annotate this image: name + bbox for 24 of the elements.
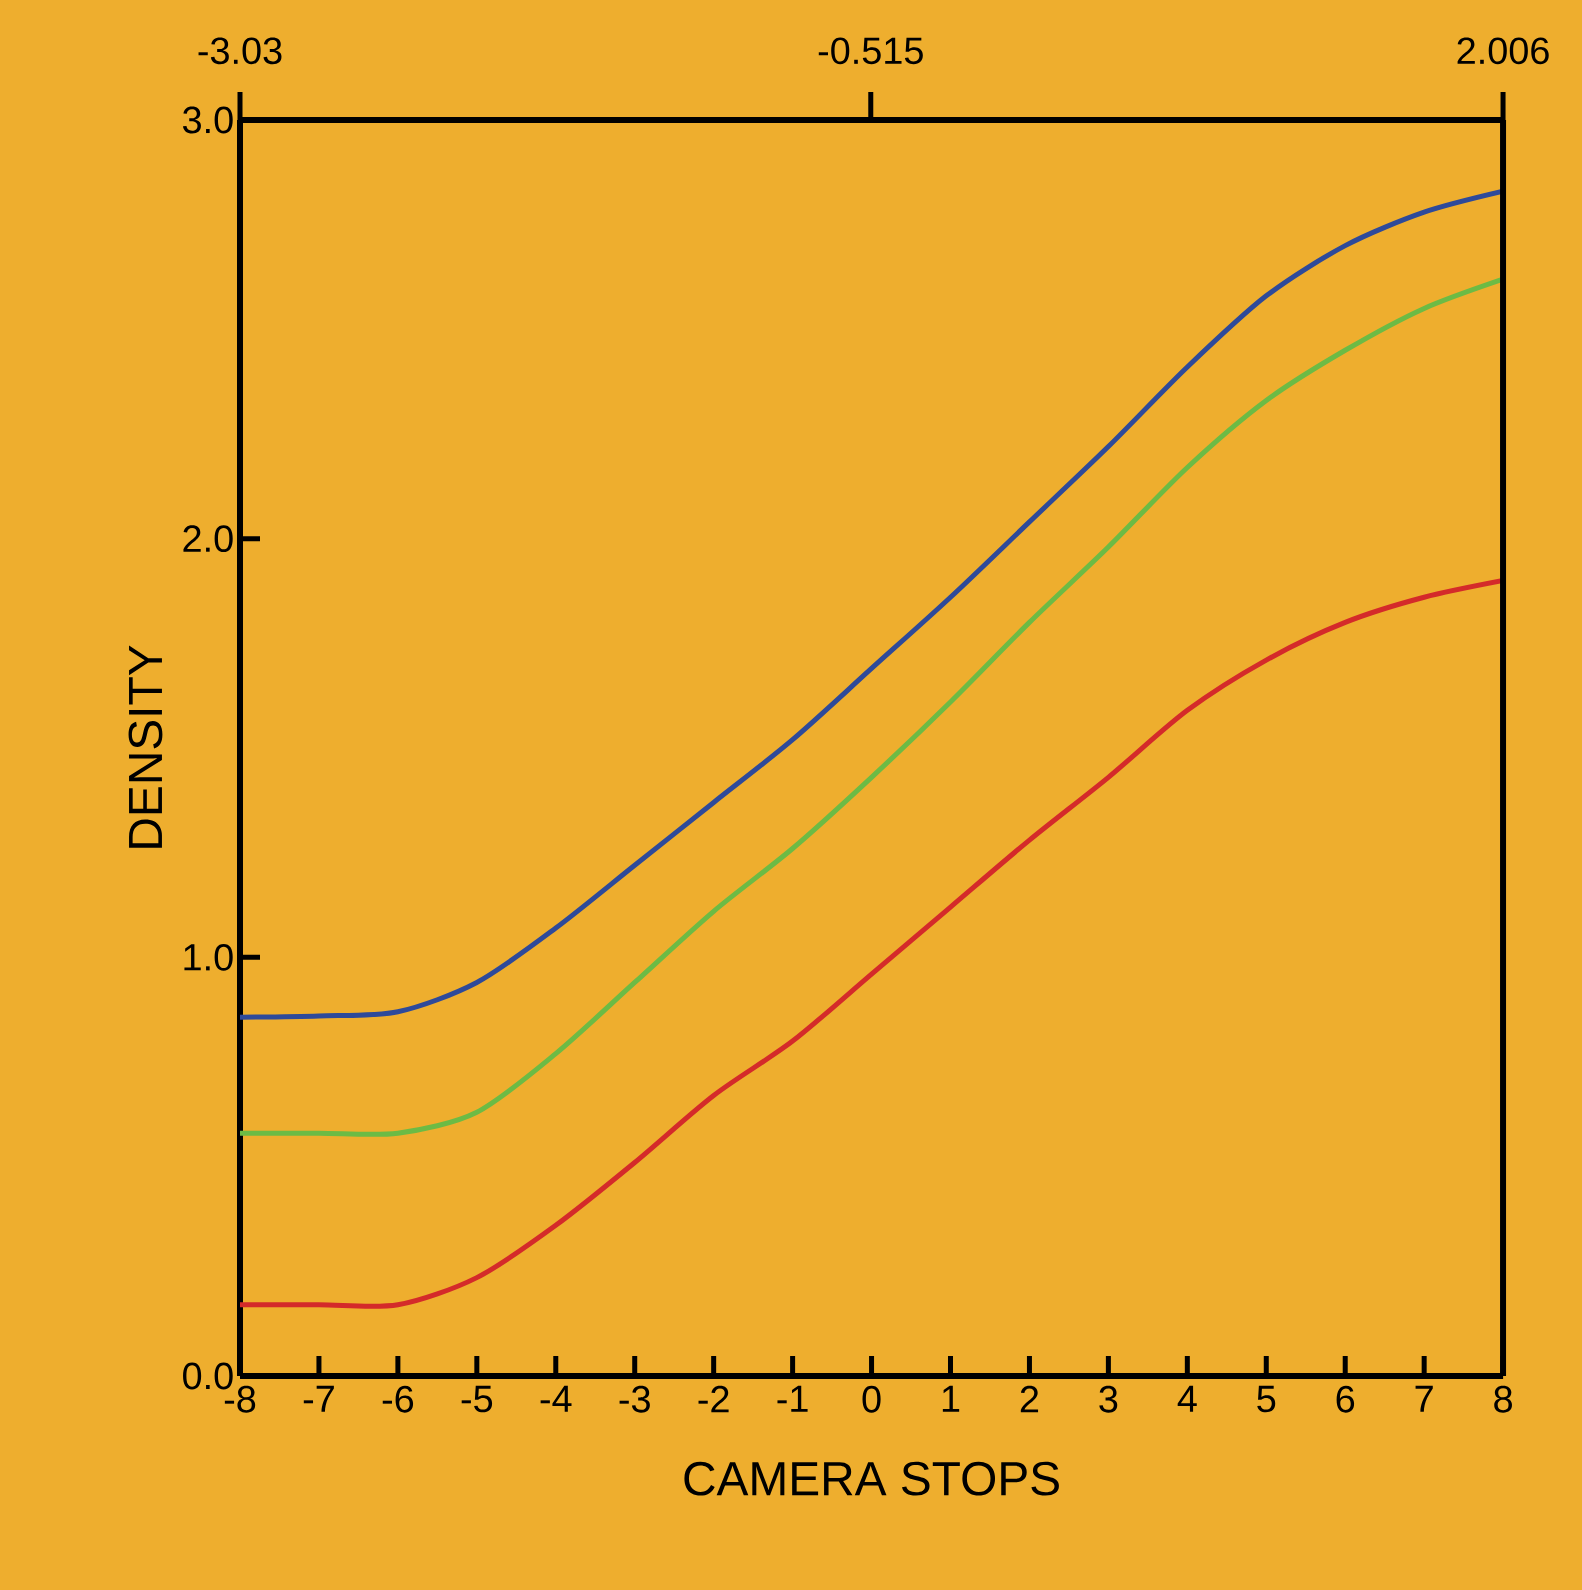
- x-tick-label: -5: [461, 1385, 493, 1413]
- x-tick-label: -3: [619, 1385, 650, 1413]
- x-tick-label: -2: [698, 1385, 729, 1413]
- x-tick-label: 2: [1020, 1385, 1039, 1413]
- x-tick-label: 0: [862, 1385, 881, 1413]
- y-tick-label: 1.0: [184, 943, 233, 971]
- y-tick-label: 3.0: [182, 106, 233, 134]
- x-tick-label: -7: [303, 1385, 334, 1412]
- x2-tick-label: -3.03: [198, 37, 282, 65]
- x-tick-label: 8: [1494, 1385, 1512, 1413]
- x-tick-label: 5: [1257, 1385, 1276, 1413]
- y-tick-label: 2.0: [183, 525, 233, 553]
- x-tick-label: -1: [777, 1385, 808, 1412]
- x-tick-label: -4: [540, 1385, 572, 1412]
- x2-tick-label: 2.006: [1457, 37, 1549, 65]
- y-axis-title: DENSITY: [128, 645, 163, 848]
- x-tick-label: 7: [1415, 1385, 1433, 1412]
- x-tick-label: -6: [382, 1385, 414, 1413]
- x-tick-label: 4: [1177, 1385, 1197, 1412]
- x2-tick-label: -0.515: [818, 37, 923, 65]
- x-tick-label: 6: [1336, 1385, 1355, 1413]
- x-tick-label: 3: [1099, 1385, 1118, 1413]
- x-tick-label: 1: [942, 1385, 960, 1412]
- x-axis-title: CAMERA STOPS: [684, 1461, 1059, 1496]
